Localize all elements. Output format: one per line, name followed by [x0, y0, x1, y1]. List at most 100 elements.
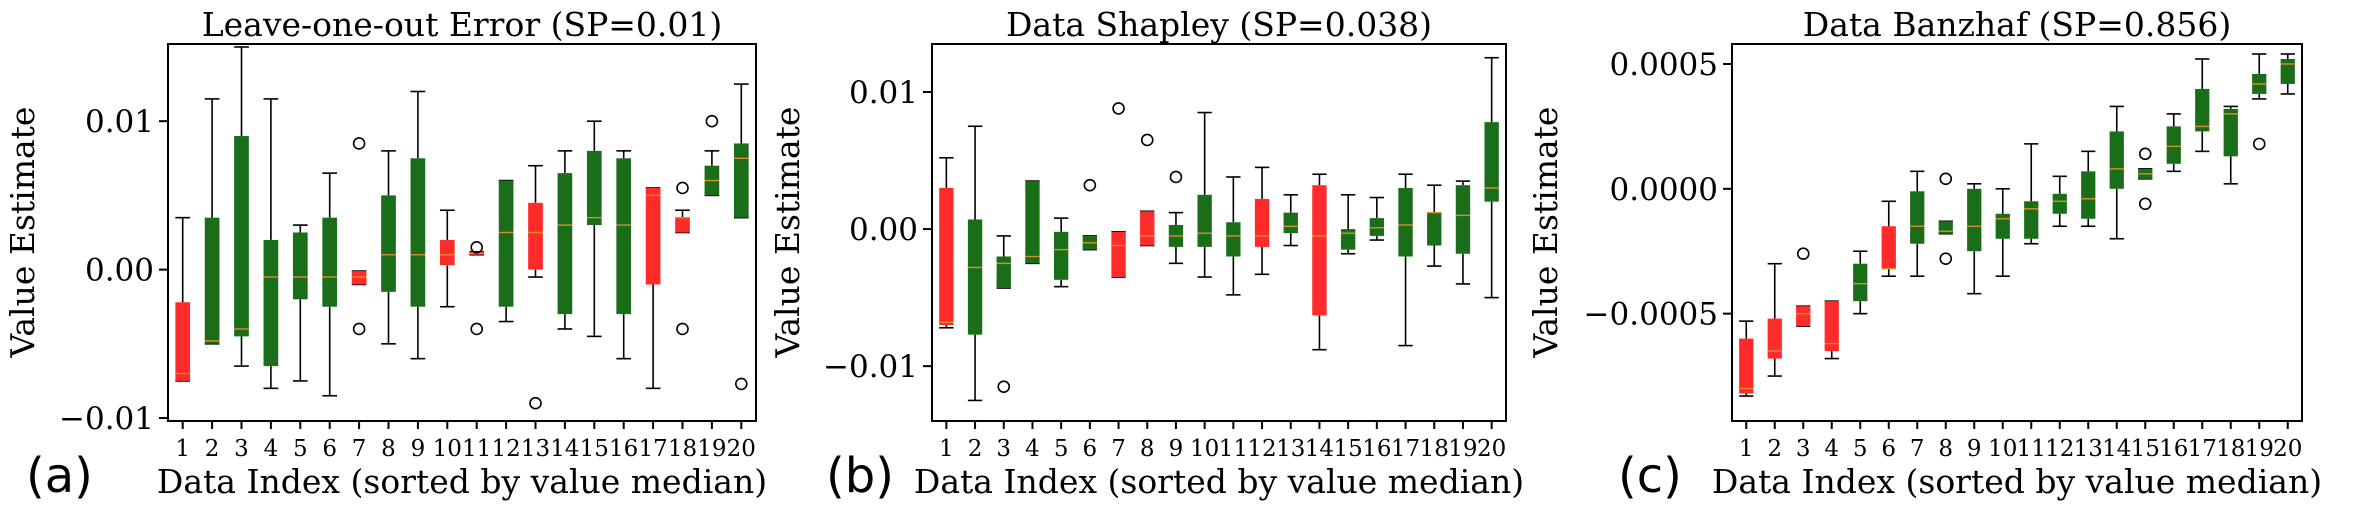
- x-tick-label: 20: [1477, 436, 1506, 462]
- box-7: [351, 271, 367, 285]
- box-11: [2024, 201, 2039, 239]
- box-1: [175, 302, 191, 381]
- box-11: [1226, 222, 1241, 257]
- x-tick-label: 1: [939, 436, 954, 462]
- chart-panel-c: Data Banzhaf (SP=0.856) Data Index (sort…: [1526, 5, 2322, 501]
- x-tick-label: 3: [234, 436, 249, 462]
- box-18: [2223, 108, 2238, 157]
- x-tick-label: 20: [2273, 436, 2302, 462]
- x-tick-label: 10: [1190, 436, 1219, 462]
- outlier-point: [352, 322, 366, 336]
- x-tick-label: 17: [638, 436, 667, 462]
- x-tick-label: 2: [968, 436, 983, 462]
- y-tick-label: −0.01: [59, 401, 154, 437]
- plot-area-frame: [167, 43, 757, 422]
- box-20: [2280, 58, 2295, 84]
- x-tick-label: 7: [1910, 436, 1925, 462]
- y-tick-label: −0.0005: [1584, 297, 1718, 333]
- x-tick-label: 15: [1334, 436, 1363, 462]
- box-12: [498, 180, 514, 307]
- box-8: [381, 195, 396, 292]
- y-tick-label: 0.01: [85, 104, 154, 140]
- x-tick-label: 11: [462, 436, 491, 462]
- box-1: [1739, 338, 1754, 394]
- x-tick-label: 12: [491, 436, 520, 462]
- outlier-point: [676, 181, 689, 195]
- box-4: [1025, 181, 1040, 264]
- outlier-point: [1939, 252, 1953, 266]
- x-tick-label: 9: [1967, 436, 1982, 462]
- box-10: [1197, 194, 1212, 247]
- box-9: [410, 158, 426, 307]
- x-tick-label: 1: [175, 436, 190, 462]
- box-15: [586, 150, 602, 226]
- box-5: [292, 232, 308, 300]
- y-tick-label: 0.01: [849, 75, 918, 111]
- x-tick-label: 16: [1362, 436, 1391, 462]
- x-tick-label: 13: [1276, 436, 1305, 462]
- box-7: [1111, 231, 1126, 278]
- x-axis-label: Data Index (sorted by value median): [157, 462, 767, 501]
- outlier-point: [1112, 102, 1125, 115]
- y-tick-label: 0.0005: [1610, 47, 1718, 83]
- box-5: [1053, 231, 1069, 280]
- x-tick-label: 20: [727, 436, 756, 462]
- x-tick-label: 15: [2131, 436, 2160, 462]
- outlier-point: [1083, 178, 1097, 192]
- box-17: [1398, 187, 1413, 257]
- x-tick-label: 5: [1054, 436, 1069, 462]
- x-tick-label: 8: [1938, 436, 1953, 462]
- y-tick-label: −0.01: [823, 349, 918, 385]
- outlier-point: [2138, 147, 2152, 161]
- outlier-point: [1939, 172, 1953, 186]
- y-tick-label: 0.00: [85, 253, 154, 289]
- outlier-point: [529, 396, 542, 410]
- outlier-point: [2138, 197, 2152, 211]
- x-tick-label: 6: [1881, 436, 1896, 462]
- x-axis-label: Data Index (sorted by value median): [1712, 462, 2322, 501]
- box-16: [616, 158, 632, 315]
- x-tick-label: 8: [1140, 436, 1155, 462]
- x-tick-label: 19: [2245, 436, 2274, 462]
- y-axis-label: Value Estimate: [1526, 107, 1565, 359]
- x-tick-label: 18: [668, 436, 697, 462]
- y-axis-label: Value Estimate: [768, 107, 807, 359]
- x-tick-label: 6: [322, 436, 337, 462]
- x-tick-label: 1: [1739, 436, 1754, 462]
- x-tick-label: 13: [521, 436, 550, 462]
- box-20: [1484, 122, 1499, 202]
- x-tick-label: 2: [205, 436, 220, 462]
- x-tick-label: 5: [293, 436, 308, 462]
- x-tick-label: 16: [609, 436, 638, 462]
- chart-title: Data Shapley (SP=0.038): [1006, 5, 1432, 44]
- y-tick-label: 0.00: [849, 212, 918, 248]
- chart-title: Leave-one-out Error (SP=0.01): [202, 5, 723, 44]
- x-tick-label: 11: [1219, 436, 1248, 462]
- box-12: [2052, 193, 2067, 214]
- x-tick-label: 14: [2102, 436, 2131, 462]
- outlier-point: [1140, 133, 1154, 147]
- outlier-point: [1796, 247, 1810, 261]
- box-14: [557, 173, 573, 315]
- box-6: [1881, 226, 1896, 269]
- box-17: [2195, 88, 2210, 132]
- outlier-point: [705, 114, 719, 128]
- x-tick-label: 17: [1391, 436, 1420, 462]
- box-2: [1767, 318, 1782, 359]
- outlier-point: [676, 322, 689, 336]
- outlier-point: [1169, 170, 1183, 184]
- x-tick-label: 5: [1853, 436, 1868, 462]
- box-13: [1283, 212, 1298, 234]
- box-17: [645, 187, 661, 285]
- x-tick-label: 6: [1083, 436, 1098, 462]
- box-13: [2081, 171, 2096, 219]
- box-19: [1455, 185, 1471, 254]
- x-tick-label: 19: [1448, 436, 1477, 462]
- box-18: [675, 217, 690, 233]
- box-4: [1824, 301, 1839, 352]
- plot-area-frame: [1731, 43, 2303, 422]
- box-18: [1427, 212, 1442, 246]
- chart-panel-b: Data Shapley (SP=0.038) Data Index (sort…: [768, 5, 1524, 501]
- panel-label-b: (b): [826, 448, 894, 504]
- x-tick-label: 15: [580, 436, 609, 462]
